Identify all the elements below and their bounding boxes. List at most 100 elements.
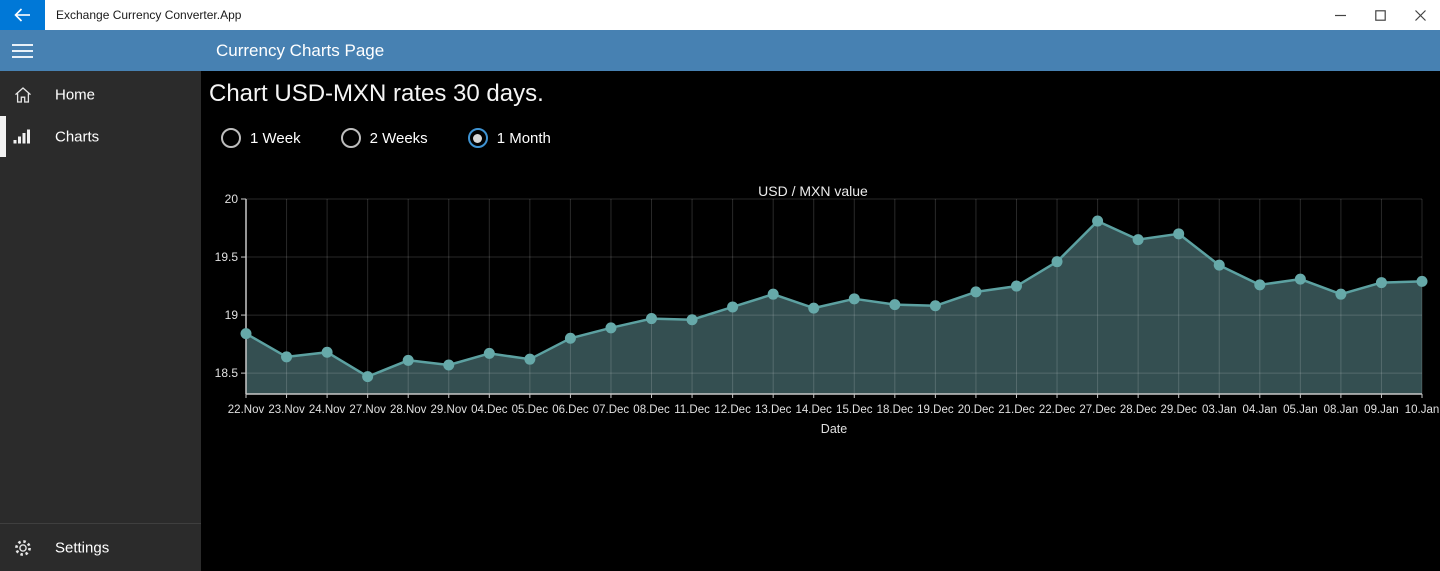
y-tick-label: 19.5 [215,250,239,264]
data-point [1132,234,1144,246]
window-controls [1320,0,1440,30]
x-axis-label: Date [821,422,847,436]
x-tick-label: 23.Nov [268,404,305,416]
date-range-options: 1 Week 2 Weeks 1 Month [221,128,591,148]
chart-area-fill [246,221,1422,394]
data-point [1051,256,1063,268]
data-point [1294,273,1306,285]
maximize-button[interactable] [1360,0,1400,30]
data-point [1173,228,1185,240]
x-tick-label: 07.Dec [593,404,630,416]
sidebar-item-label: Settings [55,539,110,556]
x-tick-label: 10.Jan [1405,404,1440,416]
x-tick-label: 22.Dec [1039,404,1076,416]
x-tick-label: 13.Dec [755,404,792,416]
data-point [362,371,374,383]
gear-icon [13,538,33,558]
x-tick-label: 04.Dec [471,404,508,416]
data-point [1254,279,1266,291]
radio-circle-icon [467,128,488,148]
x-tick-label: 29.Dec [1160,404,1197,416]
data-point [848,293,860,305]
data-point [1335,288,1347,300]
close-button[interactable] [1400,0,1440,30]
data-point [727,301,739,313]
page-title: Currency Charts Page [216,41,385,60]
x-tick-label: 14.Dec [796,404,833,416]
data-point [1416,275,1428,287]
radio-circle-icon [221,128,241,148]
radio-1-week[interactable]: 1 Week [221,128,301,148]
data-point [321,346,333,358]
data-point [686,314,698,326]
back-button[interactable] [0,0,45,30]
data-point [281,351,293,363]
minimize-icon [1334,14,1346,16]
x-tick-label: 08.Dec [633,404,670,416]
x-tick-label: 27.Nov [349,404,386,416]
app-title: Exchange Currency Converter.App [56,8,242,22]
sidebar-item-settings[interactable]: Settings [0,524,201,571]
data-point [808,302,820,314]
minimize-button[interactable] [1320,0,1360,30]
series-line [245,219,1423,378]
x-tick-label: 20.Dec [958,404,995,416]
sidebar-item-charts[interactable]: Charts [0,116,201,157]
data-point [564,332,576,344]
y-tick-label: 18.5 [215,366,239,380]
radio-circle-icon [340,128,361,148]
data-point [889,299,901,311]
data-point [1010,280,1022,292]
x-tick-label: 28.Nov [390,404,427,416]
home-icon [13,85,33,105]
close-icon [1414,9,1426,21]
x-tick-label: 28.Dec [1120,404,1157,416]
x-tick-label: 27.Dec [1079,404,1116,416]
menu-button[interactable] [12,30,46,71]
data-point [483,347,495,359]
data-point [443,359,455,371]
x-tick-label: 04.Jan [1243,404,1278,416]
radio-2-weeks[interactable]: 2 Weeks [340,128,428,148]
data-point [970,286,982,298]
data-point [1375,277,1387,289]
radio-1-month[interactable]: 1 Month [467,128,551,148]
data-point [929,300,941,312]
x-tick-label: 22.Nov [228,404,265,416]
x-tick-label: 05.Jan [1283,404,1318,416]
y-tick-label: 19 [225,308,239,322]
data-point [1213,259,1225,271]
sidebar-divider [0,523,201,524]
x-tick-label: 05.Dec [512,404,549,416]
x-tick-label: 21.Dec [998,404,1035,416]
sidebar-footer: Settings [0,523,201,571]
x-tick-label: 12.Dec [714,404,751,416]
x-tick-label: 18.Dec [877,404,914,416]
x-tick-label: 19.Dec [917,404,954,416]
chart-heading: Chart USD-MXN rates 30 days. [209,80,544,107]
currency-area-chart: 20 19.5 19 18.5 22.Nov 23.Nov 24.Nov 27.Nov 28.N… [215,183,1440,436]
data-point [646,313,658,325]
titlebar: Exchange Currency Converter.App [0,0,1440,30]
content-area: Chart USD-MXN rates 30 days. 1 Week 2 We… [201,71,1440,571]
x-tick-label: 03.Jan [1202,404,1237,416]
data-point [524,353,536,365]
x-tick-label: 24.Nov [309,404,346,416]
data-point [605,322,617,334]
data-point [402,354,414,366]
x-tick-label: 06.Dec [552,404,589,416]
data-point [767,288,779,300]
sidebar: Home Charts Settings [0,71,201,571]
sidebar-item-home[interactable]: Home [0,74,201,115]
x-tick-label: 29.Nov [431,404,468,416]
x-tick-label: 15.Dec [836,404,873,416]
hamburger-icon [12,43,33,46]
back-arrow-icon [14,8,30,22]
y-tick-label: 20 [225,192,239,206]
sidebar-item-label: Home [55,86,96,103]
x-tick-label: 08.Jan [1324,404,1359,416]
x-tick-label: 09.Jan [1364,404,1399,416]
bar-chart-icon [13,127,33,147]
chart-title: USD / MXN value [758,183,868,199]
maximize-icon [1374,9,1386,21]
